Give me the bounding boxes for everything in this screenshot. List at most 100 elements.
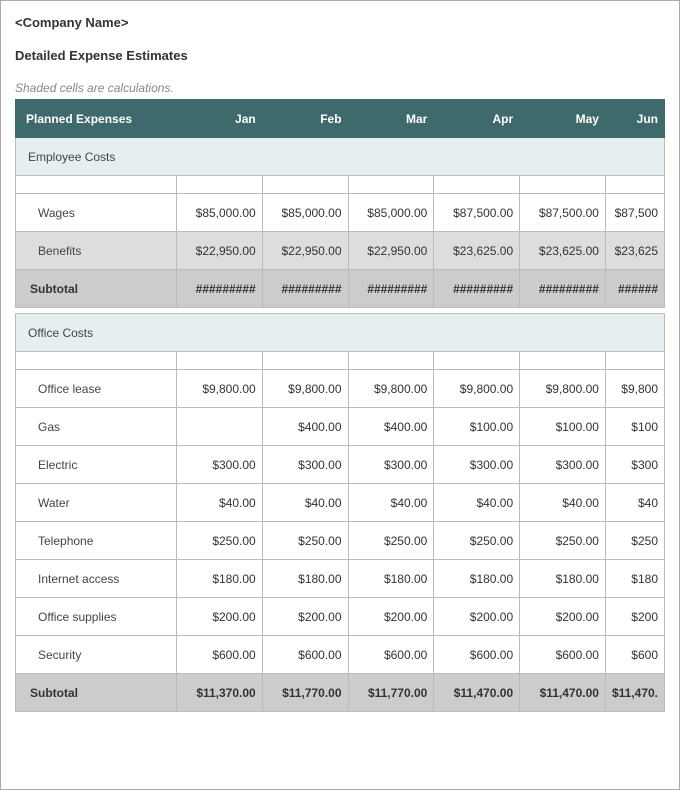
- table-row: Security $600.00 $600.00 $600.00 $600.00…: [16, 636, 665, 674]
- row-label: Telephone: [16, 522, 177, 560]
- header-month: Feb: [262, 100, 348, 138]
- page-title: Detailed Expense Estimates: [15, 48, 665, 63]
- cell: $200: [605, 598, 664, 636]
- cell: $180.00: [520, 560, 606, 598]
- row-label: Office lease: [16, 370, 177, 408]
- subtotal-row: Subtotal $11,370.00 $11,770.00 $11,770.0…: [16, 674, 665, 712]
- section-header-row: Office Costs: [16, 314, 665, 352]
- cell: #########: [520, 270, 606, 308]
- cell: $11,370.00: [176, 674, 262, 712]
- cell: $22,950.00: [262, 232, 348, 270]
- cell: $9,800.00: [348, 370, 434, 408]
- cell: $200.00: [348, 598, 434, 636]
- calc-note: Shaded cells are calculations.: [15, 81, 665, 95]
- cell: $23,625.00: [520, 232, 606, 270]
- table-row: Electric $300.00 $300.00 $300.00 $300.00…: [16, 446, 665, 484]
- subtotal-label: Subtotal: [16, 270, 177, 308]
- cell: $85,000.00: [348, 194, 434, 232]
- cell: $100.00: [520, 408, 606, 446]
- cell: $180.00: [262, 560, 348, 598]
- header-month: Jan: [176, 100, 262, 138]
- cell: $300.00: [520, 446, 606, 484]
- cell: $180.00: [176, 560, 262, 598]
- company-name: <Company Name>: [15, 15, 665, 30]
- cell: $250.00: [262, 522, 348, 560]
- cell: ######: [605, 270, 664, 308]
- expense-table: Planned Expenses Jan Feb Mar Apr May Jun…: [15, 99, 665, 712]
- header-month: Jun: [605, 100, 664, 138]
- cell: #########: [434, 270, 520, 308]
- header-month: Mar: [348, 100, 434, 138]
- cell: $300.00: [262, 446, 348, 484]
- cell: $600.00: [348, 636, 434, 674]
- cell: $40.00: [176, 484, 262, 522]
- cell: $11,470.: [605, 674, 664, 712]
- cell: $85,000.00: [262, 194, 348, 232]
- cell: $22,950.00: [348, 232, 434, 270]
- row-label: Internet access: [16, 560, 177, 598]
- cell: $87,500: [605, 194, 664, 232]
- cell: $600.00: [176, 636, 262, 674]
- header-label: Planned Expenses: [16, 100, 177, 138]
- cell: $40.00: [520, 484, 606, 522]
- cell: $40.00: [348, 484, 434, 522]
- cell: $250.00: [176, 522, 262, 560]
- table-row: Gas $400.00 $400.00 $100.00 $100.00 $100: [16, 408, 665, 446]
- cell: $85,000.00: [176, 194, 262, 232]
- cell: $11,770.00: [262, 674, 348, 712]
- row-label: Wages: [16, 194, 177, 232]
- table-row: Internet access $180.00 $180.00 $180.00 …: [16, 560, 665, 598]
- cell: $11,470.00: [520, 674, 606, 712]
- table-row: Office supplies $200.00 $200.00 $200.00 …: [16, 598, 665, 636]
- cell: $40.00: [262, 484, 348, 522]
- table-row: Wages $85,000.00 $85,000.00 $85,000.00 $…: [16, 194, 665, 232]
- section-name: Employee Costs: [16, 138, 665, 176]
- cell: $250.00: [434, 522, 520, 560]
- table-row: Water $40.00 $40.00 $40.00 $40.00 $40.00…: [16, 484, 665, 522]
- cell: $400.00: [348, 408, 434, 446]
- cell: $87,500.00: [520, 194, 606, 232]
- row-label: Benefits: [16, 232, 177, 270]
- cell: $300.00: [176, 446, 262, 484]
- cell: [176, 408, 262, 446]
- cell: $11,770.00: [348, 674, 434, 712]
- cell: $250.00: [348, 522, 434, 560]
- cell: $9,800.00: [520, 370, 606, 408]
- table-row: Telephone $250.00 $250.00 $250.00 $250.0…: [16, 522, 665, 560]
- cell: $100: [605, 408, 664, 446]
- row-label: Gas: [16, 408, 177, 446]
- cell: $200.00: [434, 598, 520, 636]
- cell: $180.00: [434, 560, 520, 598]
- row-label: Office supplies: [16, 598, 177, 636]
- cell: $600.00: [434, 636, 520, 674]
- cell: $250.00: [520, 522, 606, 560]
- cell: $9,800.00: [262, 370, 348, 408]
- cell: $600.00: [262, 636, 348, 674]
- table-row: Office lease $9,800.00 $9,800.00 $9,800.…: [16, 370, 665, 408]
- cell: $9,800.00: [176, 370, 262, 408]
- cell: $23,625.00: [434, 232, 520, 270]
- cell: #########: [176, 270, 262, 308]
- table-row: Benefits $22,950.00 $22,950.00 $22,950.0…: [16, 232, 665, 270]
- cell: $200.00: [262, 598, 348, 636]
- cell: $200.00: [176, 598, 262, 636]
- cell: $600.00: [520, 636, 606, 674]
- section-name: Office Costs: [16, 314, 665, 352]
- spacer-row: [16, 176, 665, 194]
- cell: $600: [605, 636, 664, 674]
- spacer-row: [16, 352, 665, 370]
- cell: $300.00: [434, 446, 520, 484]
- cell: $300: [605, 446, 664, 484]
- section-header-row: Employee Costs: [16, 138, 665, 176]
- cell: $200.00: [520, 598, 606, 636]
- subtotal-label: Subtotal: [16, 674, 177, 712]
- subtotal-row: Subtotal ######### ######### ######### #…: [16, 270, 665, 308]
- cell: $300.00: [348, 446, 434, 484]
- cell: $9,800.00: [434, 370, 520, 408]
- cell: $180: [605, 560, 664, 598]
- cell: $87,500.00: [434, 194, 520, 232]
- cell: $9,800: [605, 370, 664, 408]
- expense-report-page: <Company Name> Detailed Expense Estimate…: [0, 0, 680, 790]
- cell: $180.00: [348, 560, 434, 598]
- row-label: Electric: [16, 446, 177, 484]
